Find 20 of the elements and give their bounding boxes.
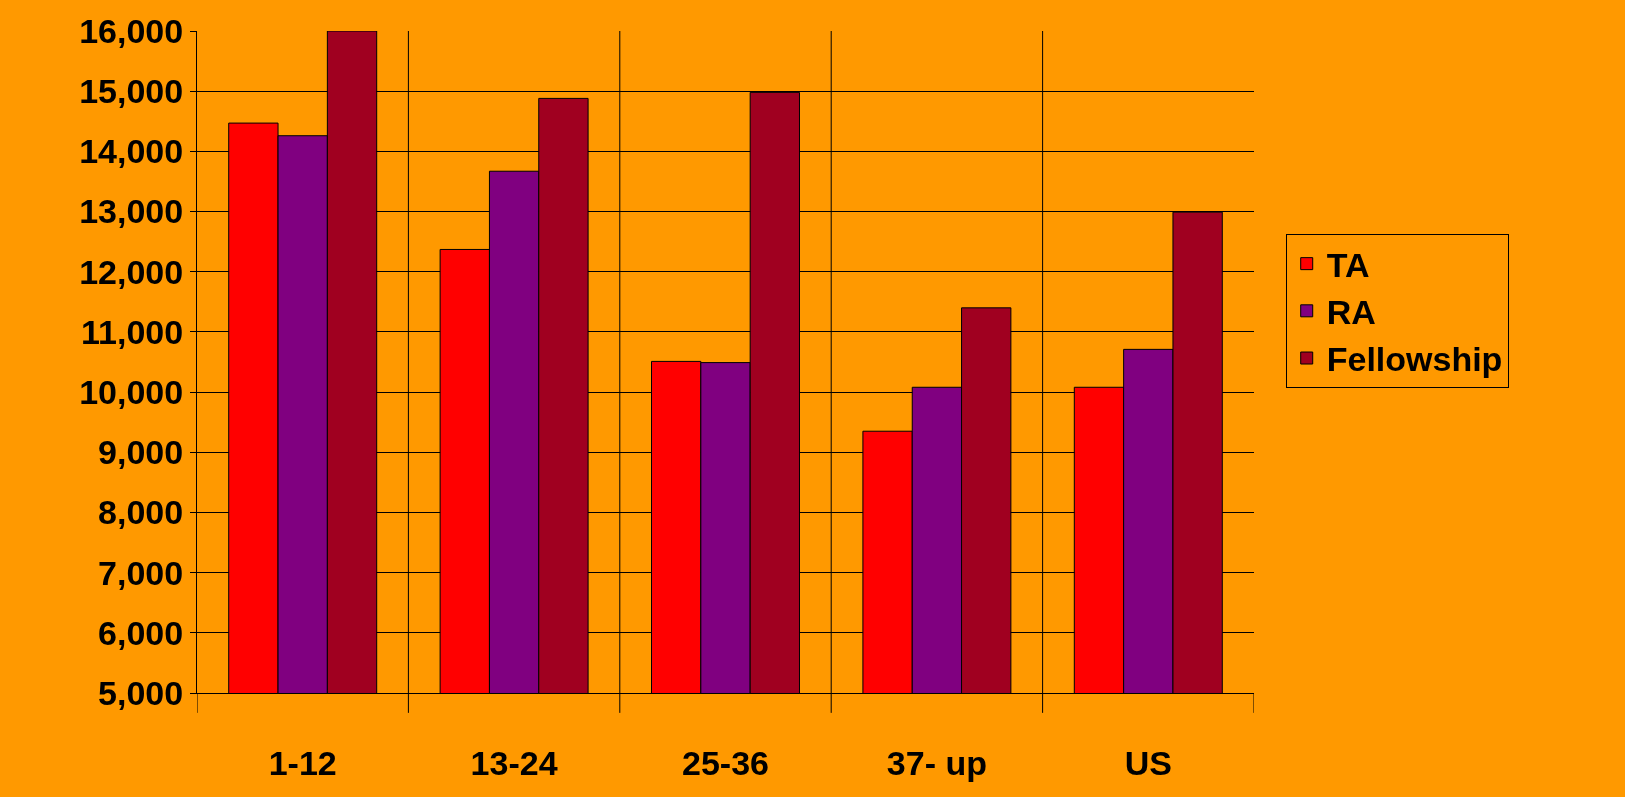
y-tick-label: 6,000 — [98, 613, 184, 652]
x-tick-label: US — [1124, 743, 1172, 782]
y-tick-label: 8,000 — [98, 493, 184, 532]
x-tick-label: 25-36 — [682, 743, 769, 782]
y-tick-label: 11,000 — [81, 312, 184, 351]
legend-label: RA — [1326, 293, 1376, 332]
y-tick-label: 12,000 — [79, 252, 184, 291]
x-tick-label: 13-24 — [470, 743, 558, 782]
x-tick-label: 1-12 — [268, 743, 337, 782]
y-tick-label: 5,000 — [98, 673, 184, 712]
y-tick-label: 14,000 — [79, 132, 184, 171]
y-tick-label: 15,000 — [79, 72, 184, 111]
y-tick-label: 10,000 — [79, 372, 184, 411]
y-tick-label: 13,000 — [79, 192, 184, 231]
y-tick-label: 9,000 — [98, 433, 184, 472]
y-tick-label: 16,000 — [79, 11, 184, 50]
legend-label: Fellowship — [1326, 340, 1503, 379]
x-tick-label: 37- up — [886, 743, 987, 782]
legend-label: TA — [1326, 245, 1370, 284]
y-tick-label: 7,000 — [98, 553, 184, 592]
